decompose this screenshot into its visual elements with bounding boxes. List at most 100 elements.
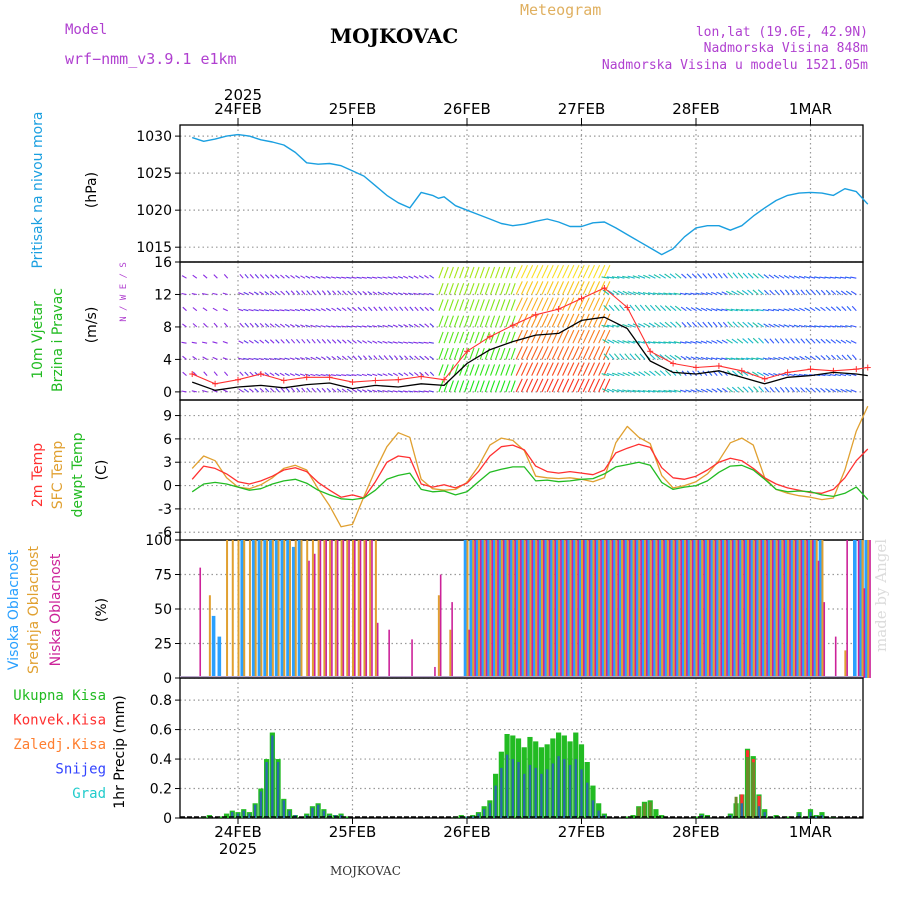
- wind-arrow: [382, 276, 388, 279]
- wind-arrow: [510, 283, 516, 295]
- wind-arrow: [428, 293, 434, 296]
- wind-arrow: [243, 357, 249, 360]
- wind-arrow: [531, 281, 539, 295]
- wind-arrow: [830, 306, 837, 312]
- wind-arrow: [795, 289, 801, 295]
- wind-arrow: [562, 313, 570, 328]
- wind-arrow: [593, 346, 601, 360]
- wind-arrow: [366, 325, 373, 328]
- wind-arrow: [653, 274, 661, 279]
- wind-arrow: [762, 357, 769, 360]
- wind-arrow: [382, 291, 388, 295]
- wind-arrow: [377, 324, 383, 328]
- wind-arrow: [263, 309, 269, 312]
- wind-arrow: [377, 291, 383, 295]
- wind-arrow: [815, 387, 821, 393]
- wind-arrow: [814, 276, 821, 279]
- wind-arrow: [752, 371, 759, 377]
- wind-arrow: [742, 338, 749, 344]
- wind-arrow: [305, 373, 311, 377]
- wind-arrow: [453, 299, 460, 311]
- wind-arrow: [326, 290, 332, 295]
- wind-arrow: [737, 386, 744, 393]
- wind-arrow: [489, 299, 496, 311]
- wind-arrow: [368, 355, 373, 360]
- wind-arrow: [484, 283, 490, 295]
- wind-arrow: [238, 357, 244, 360]
- wind-arrow: [356, 389, 362, 393]
- wind-arrow: [347, 290, 352, 295]
- wind-arrow: [756, 371, 764, 377]
- sfc-temp-line: [191, 405, 869, 528]
- wind-arrow: [664, 305, 672, 312]
- wind-arrow: [413, 372, 419, 377]
- wind-arrow: [228, 341, 233, 343]
- wind-arrow: [325, 307, 331, 312]
- wind-arrow: [850, 276, 857, 279]
- wind-arrow: [515, 362, 523, 376]
- wind-arrow: [652, 341, 661, 344]
- wind-arrow: [424, 275, 429, 279]
- wind-arrow: [845, 373, 852, 377]
- wind-arrow: [192, 274, 198, 279]
- wind-arrow: [784, 386, 790, 393]
- wind-arrow: [815, 338, 821, 344]
- wind-arrow: [429, 274, 435, 279]
- wind-arrow: [474, 299, 480, 311]
- wind-arrow: [603, 353, 610, 360]
- wind-arrow: [644, 304, 651, 312]
- wind-arrow: [663, 292, 671, 296]
- wind-arrow: [361, 276, 367, 279]
- wind-arrow: [851, 354, 857, 360]
- wind-arrow: [562, 264, 570, 279]
- wind-arrow: [551, 313, 559, 328]
- wind-arrow: [850, 290, 857, 295]
- wind-arrow: [679, 341, 687, 344]
- wind-arrow: [546, 346, 554, 360]
- wind-arrow: [731, 290, 739, 295]
- wind-arrow: [315, 324, 321, 328]
- wind-arrow: [383, 306, 388, 312]
- wind-arrow: [254, 339, 259, 344]
- wind-arrow: [779, 289, 785, 295]
- wind-arrow: [373, 355, 378, 360]
- wind-arrow: [331, 355, 337, 360]
- wind-arrow: [632, 389, 641, 393]
- precip-snow-bar: [282, 800, 285, 818]
- wind-arrow: [654, 370, 661, 377]
- wind-arrow: [398, 324, 404, 328]
- wind-arrow: [290, 338, 296, 344]
- wind-arrow: [819, 276, 826, 279]
- wind-arrow: [289, 309, 295, 312]
- wind-arrow: [647, 390, 656, 393]
- wind-arrow: [639, 304, 646, 312]
- precip-snow-bar: [288, 810, 291, 818]
- wind-arrow: [423, 341, 429, 344]
- wind-arrow: [541, 329, 549, 344]
- wind-arrow: [531, 329, 539, 344]
- wind-arrow: [668, 292, 677, 296]
- wind-arrow: [382, 324, 388, 328]
- wind-arrow: [321, 387, 326, 393]
- wind-arrow: [500, 266, 506, 279]
- wind-arrow: [669, 273, 677, 279]
- wind-arrow: [372, 340, 378, 344]
- wind-arrow: [557, 346, 564, 360]
- wind-arrow: [295, 324, 301, 328]
- precip-snow-bar: [488, 803, 492, 818]
- wind-arrow: [546, 313, 554, 328]
- wind-arrow: [685, 389, 692, 393]
- cloud-panel: 0 25 50 75 100: [145, 533, 871, 687]
- wind-arrow: [764, 386, 770, 393]
- wind-arrow: [453, 380, 460, 393]
- wind-arrow: [289, 357, 295, 360]
- wind-arrow: [541, 313, 549, 328]
- wind-arrow: [341, 388, 347, 393]
- wind-arrow: [741, 289, 749, 295]
- top-date-label: 24FEB: [214, 100, 261, 118]
- wind-arrow: [702, 273, 708, 279]
- wind-arrow: [567, 297, 575, 311]
- wind-arrow: [223, 371, 229, 376]
- wind-arrow: [627, 323, 635, 328]
- wind-arrow: [515, 313, 523, 328]
